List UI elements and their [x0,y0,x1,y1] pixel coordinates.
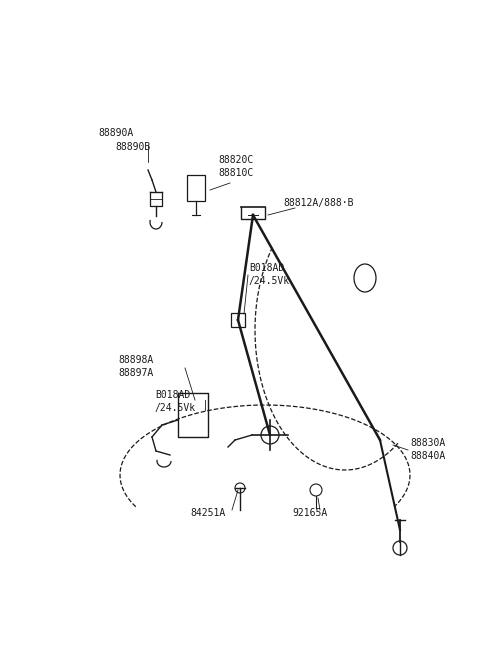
Text: 92165A: 92165A [292,508,327,518]
Text: 88810C: 88810C [218,168,253,178]
Text: 88898A: 88898A [118,355,153,365]
Text: 88830A: 88830A [410,438,445,448]
Text: 88890A: 88890A [98,128,133,138]
Text: 88890B: 88890B [115,142,150,152]
Text: B018AD: B018AD [249,263,284,273]
Bar [187,175,205,201]
Text: 88840A: 88840A [410,451,445,461]
Text: 88820C: 88820C [218,155,253,165]
Text: /24.5Vk: /24.5Vk [249,276,290,286]
Text: B018AD: B018AD [155,390,190,400]
Text: 88812A/888·B: 88812A/888·B [283,198,353,208]
Text: /24.5Vk: /24.5Vk [155,403,196,413]
Text: 84251A: 84251A [190,508,225,518]
Text: 88897A: 88897A [118,368,153,378]
Bar [231,313,245,327]
